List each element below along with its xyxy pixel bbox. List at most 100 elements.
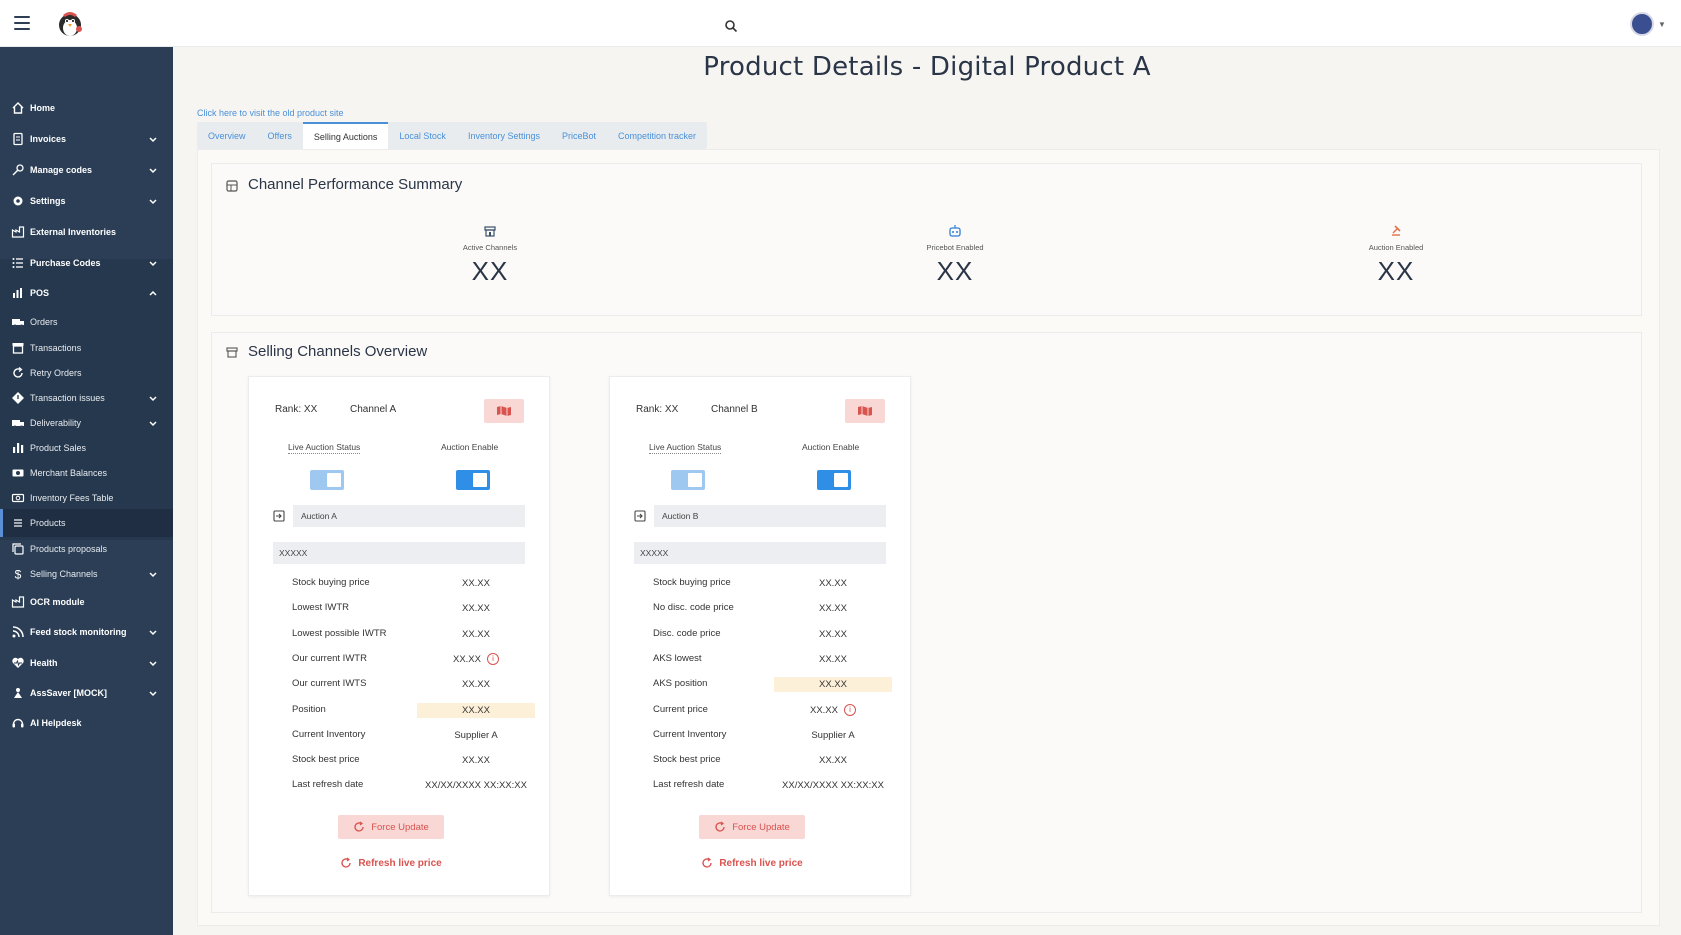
detail-value-row: Supplier A bbox=[774, 728, 892, 743]
detail-value: XX.XX bbox=[819, 578, 847, 589]
sidebar-item-products[interactable]: Products bbox=[0, 509, 173, 537]
sidebar-item-external-inventories[interactable]: External Inventories bbox=[0, 218, 173, 246]
sidebar-item-pos[interactable]: POS bbox=[0, 279, 173, 307]
chevron-down-icon[interactable] bbox=[148, 258, 158, 268]
channel-rank: Rank: XX bbox=[636, 404, 679, 415]
sidebar-item-settings[interactable]: Settings bbox=[0, 187, 173, 215]
auction-row: Auction B bbox=[634, 505, 886, 527]
map-button[interactable] bbox=[845, 399, 885, 423]
channel-card: Rank: XX Channel A Live Auction Status Auct… bbox=[248, 376, 550, 896]
auction-enable-label: Auction Enable bbox=[802, 442, 860, 452]
chevron-up-icon[interactable] bbox=[148, 288, 158, 298]
diamond-alert-icon bbox=[12, 392, 24, 404]
metric-label: Pricebot Enabled bbox=[926, 243, 984, 252]
sidebar-item-manage-codes[interactable]: Manage codes bbox=[0, 156, 173, 184]
sidebar-item-label: Home bbox=[30, 103, 56, 113]
detail-label: Lowest IWTR bbox=[292, 602, 350, 613]
detail-label: Position bbox=[292, 704, 326, 715]
metric-value: XX bbox=[471, 256, 509, 286]
tab-selling-auctions[interactable]: Selling Auctions bbox=[302, 122, 389, 149]
chevron-down-icon[interactable] bbox=[148, 165, 158, 175]
auction-enable-toggle[interactable] bbox=[817, 470, 851, 490]
code-field[interactable]: XXXXX bbox=[634, 542, 886, 564]
channel-name: Channel B bbox=[711, 404, 758, 415]
detail-label: AKS lowest bbox=[653, 653, 702, 664]
detail-label: Stock buying price bbox=[292, 577, 370, 588]
refresh-live-price-button[interactable]: Refresh live price bbox=[699, 857, 805, 869]
detail-value-row: XX.XX bbox=[417, 627, 535, 642]
sign-in-icon bbox=[273, 510, 285, 522]
money-icon bbox=[11, 493, 25, 503]
sidebar-item-selling-channels[interactable]: $ Selling Channels bbox=[0, 560, 173, 588]
chevron-down-icon[interactable] bbox=[148, 569, 158, 579]
refresh-icon bbox=[354, 821, 364, 832]
refresh-live-price-button[interactable]: Refresh live price bbox=[338, 857, 444, 869]
sidebar-item-products-proposals[interactable]: Products proposals bbox=[0, 535, 173, 563]
live-auction-status-toggle[interactable] bbox=[310, 470, 344, 490]
sidebar-item-merchant-balances[interactable]: Merchant Balances bbox=[0, 459, 173, 487]
hamburger-icon[interactable] bbox=[14, 16, 30, 30]
chevron-down-icon[interactable] bbox=[148, 393, 158, 403]
user-avatar[interactable] bbox=[1630, 12, 1654, 36]
chevron-down-icon[interactable] bbox=[148, 688, 158, 698]
sidebar-item-invoices[interactable]: Invoices bbox=[0, 125, 173, 153]
tab-offers[interactable]: Offers bbox=[267, 130, 292, 141]
chevron-down-icon[interactable] bbox=[148, 627, 158, 637]
auction-name-field[interactable]: Auction B bbox=[654, 505, 886, 527]
sidebar-item-label: Invoices bbox=[30, 134, 67, 144]
detail-label: AKS position bbox=[653, 678, 708, 689]
sidebar-item-retry-orders[interactable]: Retry Orders bbox=[0, 359, 173, 387]
detail-value: XX.XX bbox=[462, 603, 490, 614]
tab-overview[interactable]: Overview bbox=[208, 130, 246, 141]
sidebar-item-deliverability[interactable]: Deliverability bbox=[0, 409, 173, 437]
sidebar-item-home[interactable]: Home bbox=[0, 94, 173, 122]
force-update-button[interactable]: Force Update bbox=[338, 815, 444, 839]
force-update-label: Force Update bbox=[371, 821, 429, 833]
auction-enable-toggle[interactable] bbox=[456, 470, 490, 490]
sidebar-item-orders[interactable]: Orders bbox=[0, 308, 173, 336]
list-icon bbox=[14, 519, 22, 527]
live-auction-status-toggle[interactable] bbox=[671, 470, 705, 490]
sidebar-item-label: Retry Orders bbox=[30, 368, 82, 378]
old-site-link[interactable]: Click here to visit the old product site bbox=[197, 108, 344, 118]
channel-rank: Rank: XX bbox=[275, 404, 318, 415]
sidebar-item-feed-stock-monitoring[interactable]: Feed stock monitoring bbox=[0, 618, 173, 646]
penguin-logo[interactable] bbox=[55, 9, 85, 39]
info-icon[interactable]: i bbox=[844, 704, 856, 717]
detail-label: Current Inventory bbox=[653, 729, 727, 740]
sidebar-item-asssaver-mock[interactable]: AssSaver [MOCK] bbox=[0, 679, 173, 707]
sidebar-item-product-sales[interactable]: Product Sales bbox=[0, 434, 173, 462]
info-icon[interactable]: i bbox=[487, 653, 499, 666]
sidebar-item-ocr-module[interactable]: OCR module bbox=[0, 588, 173, 616]
chevron-down-icon[interactable] bbox=[148, 196, 158, 206]
tab-local-stock[interactable]: Local Stock bbox=[399, 130, 446, 141]
sidebar-item-transactions[interactable]: Transactions bbox=[0, 334, 173, 362]
chevron-down-icon[interactable] bbox=[148, 658, 158, 668]
sidebar-item-label: Inventory Fees Table bbox=[30, 493, 114, 503]
tab-inventory-settings[interactable]: Inventory Settings bbox=[467, 130, 540, 141]
detail-label: Current Inventory bbox=[292, 729, 366, 740]
map-button[interactable] bbox=[484, 399, 524, 423]
auction-name-field[interactable]: Auction A bbox=[293, 505, 525, 527]
force-update-label: Force Update bbox=[732, 821, 790, 833]
chevron-down-icon[interactable] bbox=[148, 134, 158, 144]
sidebar-item-purchase-codes[interactable]: Purchase Codes bbox=[0, 249, 173, 277]
detail-label: Stock buying price bbox=[653, 577, 731, 588]
chevron-down-icon[interactable]: ▼ bbox=[1658, 20, 1666, 29]
active-indicator bbox=[0, 509, 3, 537]
factory-icon bbox=[11, 596, 25, 608]
tab-pricebot[interactable]: PriceBot bbox=[561, 130, 596, 141]
chevron-down-icon[interactable] bbox=[148, 418, 158, 428]
code-field[interactable]: XXXXX bbox=[273, 542, 525, 564]
sidebar-item-health[interactable]: Health bbox=[0, 649, 173, 677]
detail-value: Supplier A bbox=[454, 730, 498, 741]
sidebar-item-ai-helpdesk[interactable]: AI Helpdesk bbox=[0, 709, 173, 737]
sidebar-item-transaction-issues[interactable]: Transaction issues bbox=[0, 384, 173, 412]
force-update-button[interactable]: Force Update bbox=[699, 815, 805, 839]
detail-value: XX.XX bbox=[462, 578, 490, 589]
auction-row: Auction A bbox=[273, 505, 525, 527]
channel-performance-card bbox=[211, 163, 1642, 316]
tab-competition-tracker[interactable]: Competition tracker bbox=[618, 130, 697, 141]
sidebar-item-inventory-fees-table[interactable]: Inventory Fees Table bbox=[0, 484, 173, 512]
search-icon[interactable] bbox=[724, 19, 738, 33]
